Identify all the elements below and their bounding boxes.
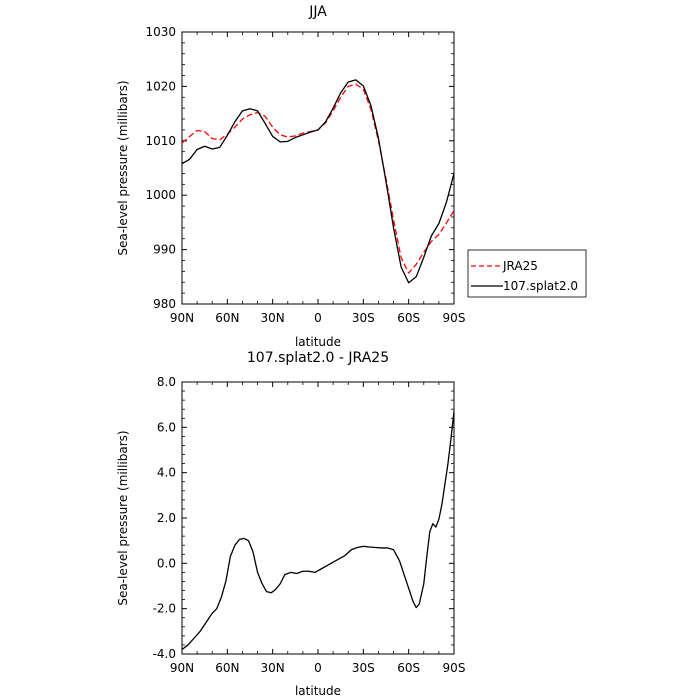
- y-axis-label: Sea-level pressure (millibars): [116, 430, 130, 605]
- x-axis: 90N 60N 30N 0 30S 60S 90S: [170, 382, 466, 675]
- y-tick-label: 8.0: [157, 375, 176, 389]
- plot-lines: [181, 411, 455, 650]
- x-tick-label: 30S: [352, 311, 375, 325]
- x-axis-label: latitude: [295, 335, 341, 349]
- x-tick-label: 30N: [261, 661, 285, 675]
- x-tick-label: 60N: [215, 311, 239, 325]
- y-tick-label: 980: [153, 297, 176, 311]
- y-axis-label: Sea-level pressure (millibars): [116, 80, 130, 255]
- x-axis-label: latitude: [295, 684, 341, 698]
- y-tick-label: 1010: [145, 134, 176, 148]
- x-axis: 90N 60N 30N 0 30S 60S 90S: [170, 32, 466, 325]
- y-axis: -4.0 -2.0 0.0 2.0 4.0 6.0 8.0: [153, 375, 454, 661]
- x-tick-label: 90S: [443, 661, 466, 675]
- y-tick-label: 6.0: [157, 420, 176, 434]
- x-tick-label: 90S: [443, 311, 466, 325]
- y-tick-label: -4.0: [153, 647, 176, 661]
- legend-label-splat: 107.splat2.0: [503, 279, 578, 293]
- x-tick-label: 30N: [261, 311, 285, 325]
- chart-difference: 107.splat2.0 - JRA25 -4.0 -2.0 0.0 2.0 4.0 6.…: [116, 350, 465, 698]
- y-tick-label: 4.0: [157, 466, 176, 480]
- legend: JRA25 107.splat2.0: [467, 249, 587, 298]
- difference-line-0: [181, 411, 455, 650]
- y-tick-label: 1000: [145, 188, 176, 202]
- x-tick-label: 30S: [352, 661, 375, 675]
- y-tick-label: -2.0: [153, 602, 176, 616]
- x-tick-label: 60S: [397, 661, 420, 675]
- x-tick-label: 0: [314, 661, 322, 675]
- y-tick-label: 990: [153, 243, 176, 257]
- legend-label-jra25: JRA25: [502, 259, 538, 273]
- plot-frame: [181, 381, 455, 655]
- y-tick-label: 1030: [145, 25, 176, 39]
- x-tick-label: 90N: [170, 661, 194, 675]
- legend-box: [467, 249, 587, 298]
- chart-jja: JJA 980 990 1000 1010 1020 1030 90N 60N 30N 0 30S…: [116, 4, 587, 349]
- series-line-jra25: [181, 83, 455, 274]
- plot-frame: [181, 31, 455, 305]
- y-axis: 980 990 1000 1010 1020 1030: [145, 25, 454, 311]
- series-line-107-splat2-0: [181, 79, 455, 284]
- x-tick-label: 90N: [170, 311, 194, 325]
- chart-title: 107.splat2.0 - JRA25: [247, 350, 389, 366]
- x-tick-label: 60S: [397, 311, 420, 325]
- y-tick-label: 0.0: [157, 556, 176, 570]
- plot-lines: [181, 79, 455, 284]
- chart-title: JJA: [308, 4, 327, 20]
- y-tick-label: 2.0: [157, 511, 176, 525]
- x-tick-label: 0: [314, 311, 322, 325]
- y-tick-label: 1020: [145, 79, 176, 93]
- x-tick-label: 60N: [215, 661, 239, 675]
